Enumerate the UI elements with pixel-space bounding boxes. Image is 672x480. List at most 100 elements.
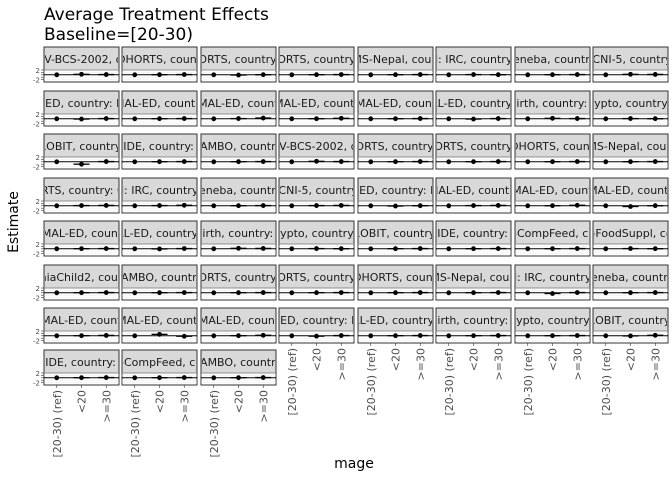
- facet-panel: studyid: MAL-ED, country: NEPAL: [540, 177, 672, 214]
- facet-panel: studyid: MAL-ED, country: BANGLADESH [20-…: [278, 307, 355, 416]
- facet-strip-label: studyid: IRC, country: INDIA: [398, 53, 550, 66]
- x-tick-label: [20-30) (ref): [443, 348, 456, 416]
- data-point: [260, 72, 266, 78]
- y-tick-label: 2: [36, 241, 40, 249]
- data-point: [652, 116, 658, 122]
- facet-panel: studyid: MAL-ED, country: NEPAL: [278, 90, 355, 127]
- facet-panel: studyid: IRC, country: INDIA: [121, 177, 198, 214]
- data-point: [54, 333, 60, 339]
- facet-panel: studyid: MAL-ED, country: PERU: [200, 307, 277, 344]
- data-point: [103, 246, 109, 251]
- facet-panel: studyid: COHORTS, country: BRAZIL: [514, 133, 591, 170]
- data-point: [525, 246, 531, 252]
- x-tick-label: [20-30) (ref): [51, 390, 64, 458]
- data-point: [260, 115, 266, 121]
- facet-panel: studyid: CMC-V-BCS-2002, country: INDIA: [278, 133, 355, 170]
- facet-strip-label: studyid: ZVITAMBO, country: ZIMBABWE: [128, 356, 349, 369]
- data-point: [211, 290, 217, 296]
- y-tick-label: -2: [33, 251, 40, 259]
- facet-strip-label: studyid: MAL-ED, country: INDIA: [0, 314, 170, 327]
- facet-panel: studyid: Keneba, country: GAMBIA: [200, 177, 277, 214]
- facet-strip-label: studyid: NIH-Birth, country: BANGLADESH: [438, 97, 667, 110]
- facet-panel: studyid: COHORTS, country: PHILIPPINES: [278, 46, 355, 83]
- data-point: [471, 333, 476, 339]
- facet-panel: studyid: IRC, country: INDIA: [514, 264, 591, 301]
- facet-strip-label: studyid: PROBIT, country: BELARUS: [0, 140, 179, 153]
- data-point: [446, 246, 452, 252]
- facet-panel: studyid: CMC-V-BCS-2002, country: INDIA -…: [33, 46, 120, 85]
- y-tick-label: -2: [33, 77, 40, 85]
- data-point: [211, 375, 217, 381]
- x-tick-label: <20: [154, 390, 167, 413]
- facet-strip-label: studyid: PROVIDE, country: BANGLADESH: [0, 356, 196, 369]
- data-point: [314, 203, 319, 208]
- data-point: [574, 72, 580, 77]
- data-point: [103, 116, 109, 121]
- facet-panel: studyid: TanzaniaChild2, country: TANZAN…: [33, 264, 120, 303]
- data-point: [157, 159, 162, 165]
- data-point: [495, 290, 501, 295]
- facet-strip-label: studyid: MAL-ED, country: NEPAL: [540, 184, 672, 197]
- data-point: [132, 116, 138, 122]
- data-point: [525, 72, 531, 78]
- data-point: [260, 332, 266, 338]
- y-tick-label: -2: [33, 121, 40, 129]
- facet-strip-label: studyid: MAL-ED, country: PERU: [0, 227, 169, 240]
- data-point: [471, 246, 476, 252]
- data-point: [260, 203, 266, 208]
- data-point: [314, 116, 319, 122]
- data-point: [628, 116, 633, 121]
- data-point: [181, 202, 187, 208]
- data-point: [603, 159, 609, 165]
- y-tick-label: 2: [36, 67, 40, 75]
- data-point: [289, 159, 295, 165]
- facet-panel: studyid: SAS-CompFeed, country: INDIA: [514, 220, 591, 257]
- data-point: [628, 159, 633, 165]
- data-point: [260, 375, 266, 380]
- facet-strip-label: studyid: COHORTS, country: BRAZIL: [61, 53, 258, 66]
- y-tick-label: 2: [36, 285, 40, 293]
- data-point: [495, 116, 501, 121]
- facet-panel: studyid: COHORTS, country: GUATEMALA: [357, 133, 434, 170]
- data-point: [181, 72, 187, 77]
- data-point: [368, 290, 374, 296]
- facet-strip-label: studyid: COHORTS, country: BRAZIL: [297, 271, 494, 284]
- facet-panel: studyid: GMS-Nepal, country: NEPAL: [435, 264, 512, 301]
- data-point: [652, 332, 658, 338]
- data-point: [628, 204, 633, 209]
- x-tick-label: <20: [76, 390, 89, 413]
- facet-strip-label: studyid: COHORTS, country: PHILIPPINES: [205, 271, 428, 284]
- data-point: [236, 375, 241, 381]
- facet-panel: studyid: PROVIDE, country: BANGLADESH: [121, 133, 198, 170]
- data-point: [471, 116, 476, 122]
- facet-panel: studyid: PROVIDE, country: BANGLADESH: [435, 220, 512, 257]
- data-point: [211, 246, 217, 252]
- data-point: [628, 290, 633, 296]
- data-point: [103, 375, 109, 380]
- data-point: [236, 333, 241, 339]
- data-point: [338, 203, 344, 208]
- facet-panel: studyid: NIH-Crypto, country: BANGLADESH: [592, 90, 669, 127]
- facet-panel: studyid: MAL-ED, country: INDIA: [514, 177, 591, 214]
- y-tick-label: -2: [33, 295, 40, 303]
- facet-panel: studyid: MAL-ED, country: BANGLADESH -2 2: [33, 90, 120, 129]
- data-point: [574, 290, 580, 295]
- data-point: [393, 333, 398, 339]
- facet-panel: studyid: MAL-ED, country: BRAZIL: [121, 90, 198, 127]
- data-point: [417, 203, 423, 209]
- data-point: [211, 333, 217, 339]
- x-tick-label: <20: [468, 348, 481, 371]
- data-point: [211, 72, 217, 78]
- data-point: [628, 246, 633, 251]
- facet-panel: studyid: COHORTS, country: PHILIPPINES: [435, 133, 512, 170]
- facet-panel: studyid: COHORTS, country: BRAZIL: [61, 46, 258, 83]
- data-point: [446, 72, 452, 78]
- facet-panel: studyid: MAL-ED, country: NEPAL: [121, 307, 198, 344]
- data-point: [495, 72, 501, 78]
- facet-strip-label: studyid: SAS-CompFeed, country: INDIA: [51, 356, 269, 369]
- data-point: [314, 72, 319, 78]
- x-tick-label: [20-30) (ref): [129, 390, 142, 458]
- facet-panel: studyid: COHORTS, country: BRAZIL: [297, 264, 494, 301]
- facet-panel: studyid: ZVITAMBO, country: ZIMBABWE: [200, 133, 277, 170]
- facet-panel: studyid: SAS-FoodSuppl, country: INDIA: [592, 220, 669, 257]
